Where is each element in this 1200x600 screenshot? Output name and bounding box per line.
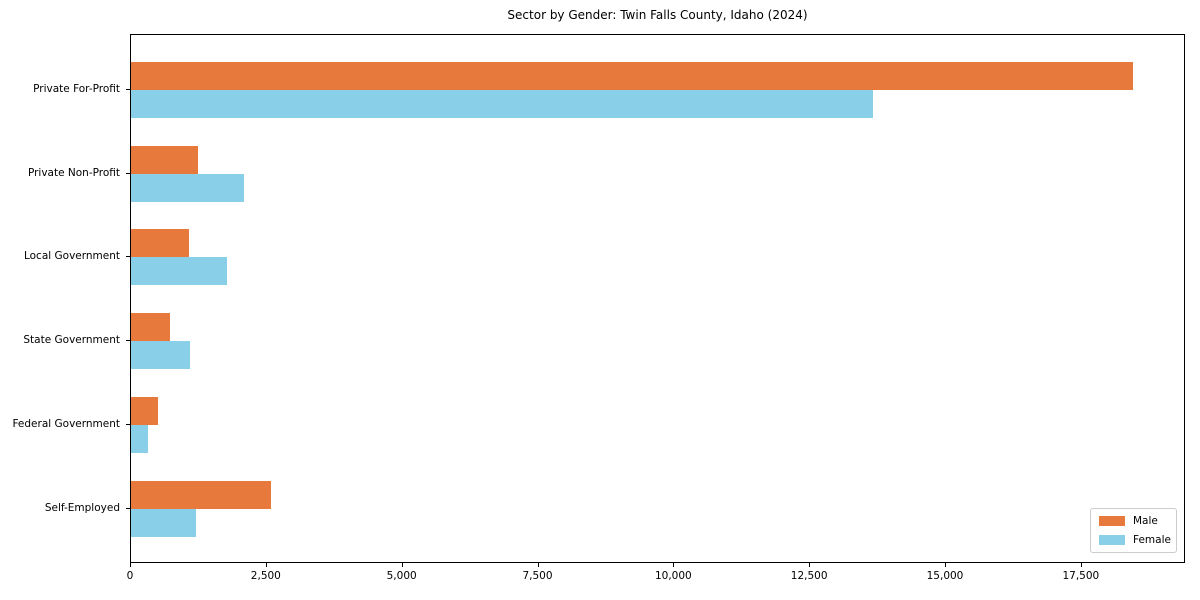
x-tick-mark-0 — [130, 563, 131, 567]
bar-male-5 — [131, 480, 272, 509]
x-tick-label-7: 17,500 — [1062, 570, 1100, 582]
legend-label-male: Male — [1133, 515, 1158, 527]
x-tick-mark-4 — [673, 563, 675, 567]
bar-male-0 — [131, 62, 1134, 90]
bar-male-1 — [131, 145, 198, 174]
y-tick-label-3: State Government — [23, 334, 120, 347]
legend-item-female: Female — [1099, 534, 1171, 546]
female-color-swatch — [1099, 535, 1125, 545]
legend-item-male: Male — [1099, 515, 1168, 527]
x-tick-mark-5 — [809, 563, 811, 567]
x-tick-label-0: 0 — [126, 570, 134, 582]
x-tick-label-2: 5,000 — [386, 570, 417, 582]
x-tick-mark-2 — [401, 563, 403, 567]
legend-label-female: Female — [1133, 534, 1171, 546]
y-tick-label-5: Self-Employed — [44, 501, 120, 514]
x-tick-mark-1 — [265, 563, 267, 567]
x-tick-label-4: 10,000 — [654, 570, 692, 582]
y-tick-label-4: Federal Government — [12, 417, 120, 430]
y-tick-mark-5 — [126, 507, 130, 509]
bar-female-0 — [131, 90, 873, 118]
chart-title: Sector by Gender: Twin Falls County, Ida… — [507, 8, 808, 22]
x-tick-label-3: 7,500 — [522, 570, 553, 582]
y-tick-label-0: Private For-Profit — [33, 83, 120, 95]
bar-male-3 — [131, 313, 171, 342]
bar-female-3 — [131, 341, 190, 370]
x-tick-mark-6 — [945, 563, 946, 567]
male-color-swatch — [1099, 516, 1125, 526]
plot-area — [130, 34, 1185, 563]
bar-female-2 — [131, 257, 228, 286]
x-tick-label-1: 2,500 — [250, 570, 281, 582]
y-tick-mark-2 — [126, 256, 130, 258]
y-tick-label-1: Private Non-Profit — [27, 166, 120, 179]
x-tick-mark-7 — [1080, 563, 1082, 567]
y-tick-label-2: Local Government — [23, 250, 120, 263]
bar-female-1 — [131, 173, 244, 202]
x-tick-mark-3 — [537, 563, 539, 567]
legend: Male Female — [1090, 508, 1177, 553]
y-tick-mark-1 — [126, 172, 130, 174]
x-tick-label-6: 15,000 — [926, 570, 964, 582]
bar-male-2 — [131, 229, 190, 258]
y-tick-mark-3 — [126, 340, 130, 342]
x-tick-label-5: 12,500 — [790, 570, 828, 582]
bar-female-4 — [131, 424, 148, 453]
bar-male-4 — [131, 396, 158, 425]
y-tick-mark-4 — [126, 423, 130, 425]
y-tick-mark-0 — [126, 89, 130, 90]
bar-female-5 — [131, 508, 196, 537]
